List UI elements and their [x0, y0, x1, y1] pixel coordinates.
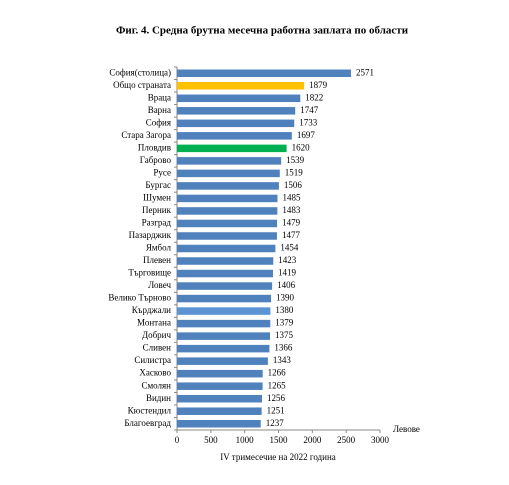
bar	[177, 182, 279, 190]
y-tick-label: Шумен	[143, 192, 171, 202]
value-label: 1423	[278, 255, 297, 265]
bar	[177, 394, 262, 403]
y-tick-label: Сливен	[143, 343, 172, 353]
y-tick-label: Пазарджик	[129, 230, 172, 240]
bar	[177, 169, 280, 178]
value-label: 1454	[280, 243, 299, 253]
bar	[177, 382, 263, 390]
y-tick-label: Ямбол	[146, 243, 172, 253]
bar	[177, 207, 278, 215]
x-axis-label: IV тримесечие на 2022 година	[220, 452, 336, 462]
value-label: 1265	[268, 380, 287, 390]
value-label: 1251	[267, 405, 285, 415]
chart-title: Фиг. 4. Средна брутна месечна работна за…	[116, 25, 409, 37]
x-tick-label: 2500	[337, 435, 356, 445]
y-tick-label: Враца	[148, 92, 171, 102]
value-label: 1390	[276, 293, 295, 303]
y-tick-label: Пловдив	[138, 142, 171, 152]
bar	[177, 282, 273, 290]
value-label: 1380	[275, 305, 294, 315]
bar	[177, 332, 271, 340]
bar	[177, 419, 261, 428]
y-tick-label: Хасково	[139, 368, 171, 378]
x-tick-label: 3000	[371, 435, 390, 445]
x-tick-label: 0	[175, 435, 180, 445]
y-tick-label: Бургас	[145, 180, 171, 190]
y-tick-label: Смолян	[141, 380, 171, 390]
value-label: 1375	[275, 330, 294, 340]
y-tick-label: Видин	[146, 393, 171, 403]
value-label: 1477	[282, 230, 301, 240]
y-tick-label: Разград	[142, 218, 172, 228]
bar	[177, 269, 274, 278]
unit-label: Левове	[393, 424, 420, 434]
value-label: 1406	[277, 280, 296, 290]
y-tick-label: Кърджали	[132, 305, 171, 315]
y-tick-label: Варна	[148, 105, 171, 115]
value-label: 1419	[278, 268, 297, 278]
value-label: 1379	[275, 318, 294, 328]
value-label: 1366	[274, 343, 293, 353]
x-tick-label: 500	[204, 435, 218, 445]
value-label: 1266	[268, 368, 287, 378]
y-tick-label: Габрово	[140, 155, 172, 165]
y-tick-label: Кюстендил	[128, 405, 172, 415]
bar	[177, 144, 287, 153]
value-label: 1620	[292, 142, 311, 152]
y-tick-label: Благоевград	[124, 418, 171, 428]
bar	[177, 294, 272, 303]
y-tick-label: Русе	[153, 167, 171, 177]
bar	[177, 344, 270, 353]
bar	[177, 307, 271, 315]
y-tick-label: Перник	[142, 205, 172, 215]
y-tick-label: Общо страната	[113, 80, 171, 90]
value-label: 1733	[299, 117, 318, 127]
y-tick-label: Монтана	[137, 318, 171, 328]
value-label: 1256	[267, 393, 286, 403]
bar	[177, 132, 292, 140]
bar	[177, 232, 277, 240]
x-tick-label: 1500	[270, 435, 289, 445]
y-tick-label: Ловеч	[148, 280, 171, 290]
bar	[177, 69, 351, 78]
x-tick-label: 1000	[236, 435, 255, 445]
y-tick-label: София(столица)	[109, 67, 171, 77]
bar	[177, 194, 278, 203]
y-tick-label: Добрич	[142, 330, 172, 340]
bar	[177, 257, 274, 265]
value-label: 1747	[300, 105, 319, 115]
bar	[177, 94, 301, 103]
value-label: 1539	[286, 155, 305, 165]
value-label: 1697	[297, 130, 316, 140]
bar	[177, 219, 278, 228]
value-label: 1237	[266, 418, 285, 428]
y-tick-label: Велико Търново	[108, 293, 171, 303]
value-label: 2571	[356, 67, 374, 77]
y-tick-label: Плевен	[143, 255, 171, 265]
value-label: 1879	[309, 80, 328, 90]
value-label: 1506	[284, 180, 303, 190]
value-label: 1485	[282, 192, 301, 202]
y-tick-label: Стара Загора	[121, 130, 171, 140]
value-label: 1519	[285, 167, 304, 177]
bar	[177, 157, 282, 165]
y-tick-label: София	[146, 117, 171, 127]
value-label: 1483	[282, 205, 301, 215]
bar	[177, 357, 268, 365]
bar	[177, 82, 305, 90]
value-label: 1822	[305, 92, 323, 102]
y-tick-label: Търговище	[128, 268, 171, 278]
value-label: 1479	[282, 218, 301, 228]
x-tick-label: 2000	[303, 435, 322, 445]
bar	[177, 119, 295, 128]
bar	[177, 244, 276, 253]
bar	[177, 369, 263, 378]
bar	[177, 407, 262, 415]
bar	[177, 319, 271, 328]
y-tick-label: Силистра	[134, 355, 171, 365]
bar	[177, 107, 296, 115]
value-label: 1343	[273, 355, 292, 365]
